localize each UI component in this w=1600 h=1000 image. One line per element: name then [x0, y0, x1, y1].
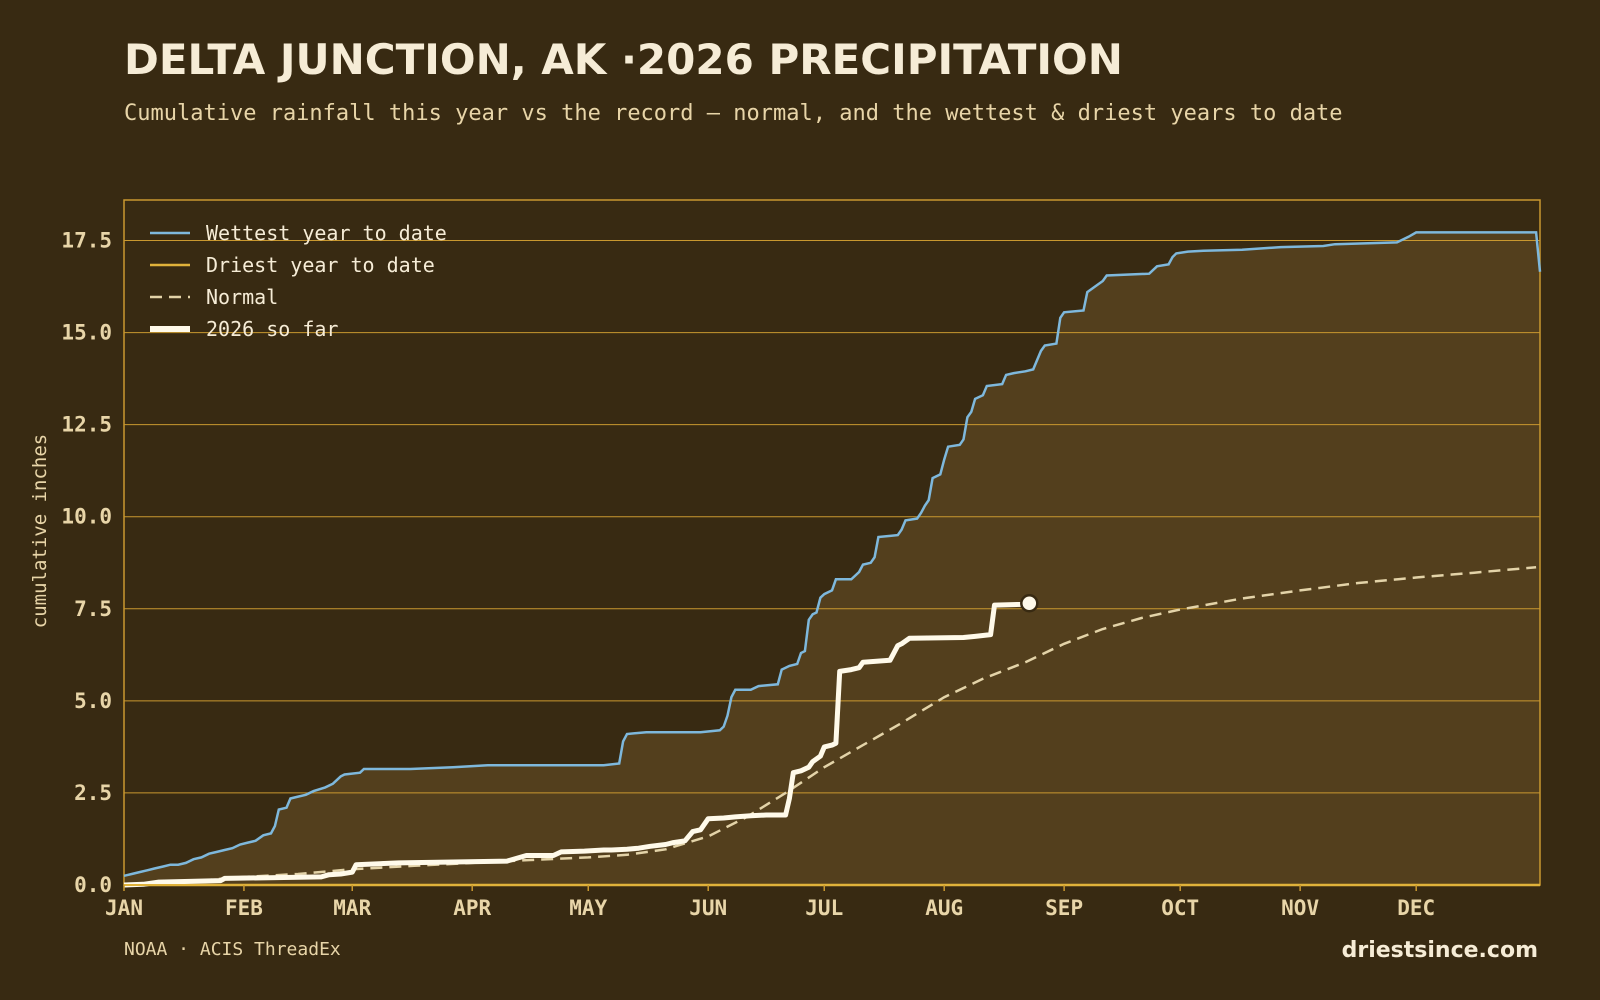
y-tick-label: 0.0: [74, 873, 112, 897]
x-tick-label: AUG: [925, 896, 963, 920]
x-tick-label: JUL: [805, 896, 843, 920]
legend-label-current: 2026 so far: [206, 317, 338, 341]
source-note: NOAA · ACIS ThreadEx: [124, 939, 341, 960]
x-tick-label: MAR: [333, 896, 371, 920]
x-tick-label: DEC: [1397, 896, 1435, 920]
x-tick-label: FEB: [225, 896, 263, 920]
legend-label-wettest: Wettest year to date: [206, 221, 447, 245]
x-tick-label: JUN: [689, 896, 727, 920]
x-tick-label: NOV: [1281, 896, 1319, 920]
chart-title: DELTA JUNCTION, AK ·2026 PRECIPITATION: [124, 35, 1123, 84]
y-axis-ticks: 0.0 2.5 5.0 7.5 10.0 12.5 15.0 17.5: [61, 229, 112, 897]
y-tick-label: 12.5: [61, 413, 112, 437]
x-tick-label: JAN: [105, 896, 143, 920]
chart-subtitle: Cumulative rainfall this year vs the rec…: [124, 101, 1343, 126]
x-tick-label: SEP: [1045, 896, 1083, 920]
y-axis-label: cumulative inches: [29, 434, 51, 628]
grid-lines: [124, 240, 1540, 794]
y-tick-label: 10.0: [61, 505, 112, 529]
legend-label-normal: Normal: [206, 285, 278, 309]
x-axis-ticks: JAN FEB MAR APR MAY JUN JUL AUG SEP OCT NOV DEC: [105, 884, 1540, 920]
y-tick-label: 5.0: [74, 689, 112, 713]
y-tick-label: 2.5: [74, 781, 112, 805]
site-brand: driestsince.com: [1342, 938, 1538, 963]
series-line-current: [123, 600, 1030, 888]
y-tick-label: 15.0: [61, 321, 112, 345]
x-tick-label: APR: [453, 896, 491, 920]
series-line-wettest: [123, 231, 1542, 878]
y-tick-label: 7.5: [74, 597, 112, 621]
y-tick-label: 17.5: [61, 229, 112, 253]
legend: Wettest year to date Driest year to date N…: [150, 221, 447, 341]
series-line-normal: [123, 565, 1537, 887]
legend-label-driest: Driest year to date: [206, 253, 435, 277]
current-year-end-marker: [1020, 594, 1039, 613]
wettest-driest-band: [124, 232, 1540, 885]
x-tick-label: MAY: [569, 896, 607, 920]
x-tick-label: OCT: [1161, 896, 1199, 920]
